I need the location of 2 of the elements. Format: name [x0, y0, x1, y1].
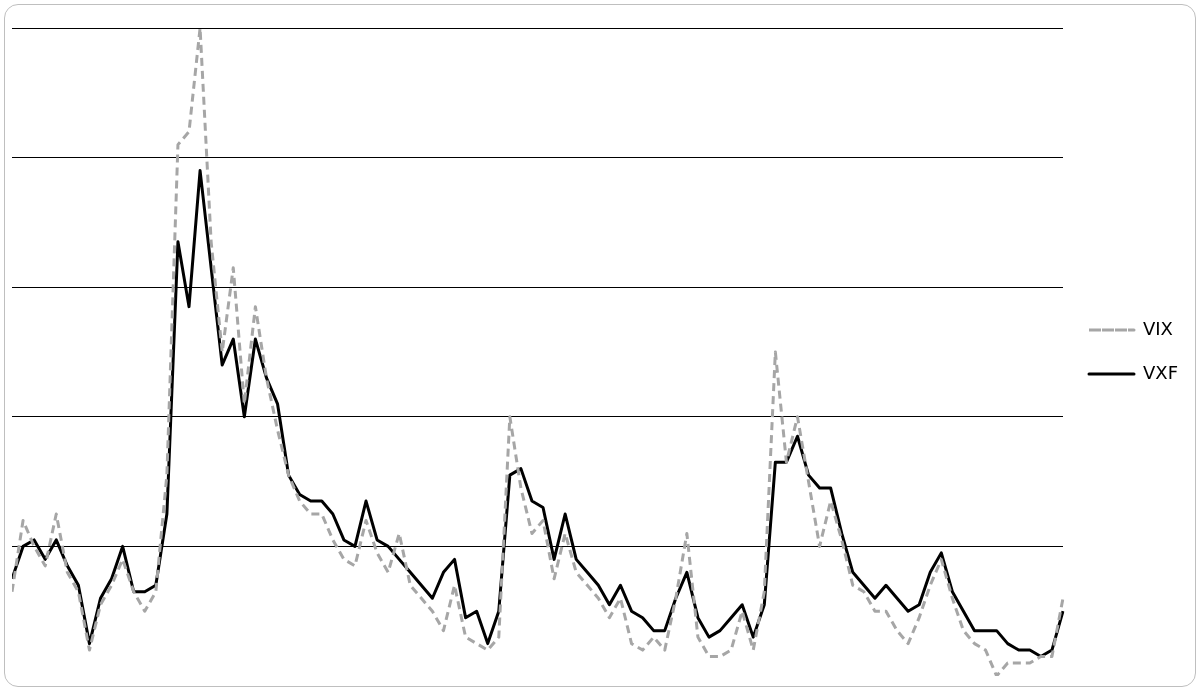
- legend-label: VIX: [1143, 317, 1173, 339]
- legend-label: VXF: [1143, 361, 1178, 383]
